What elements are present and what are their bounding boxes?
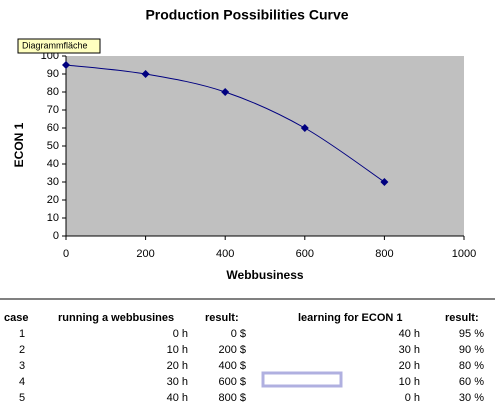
y-tick-label: 10 xyxy=(47,212,59,224)
table-header: case xyxy=(4,312,28,324)
table-cell: 3 xyxy=(19,360,25,372)
table-header: running a webbusines xyxy=(58,312,174,324)
table-cell: 800 $ xyxy=(218,392,246,404)
plot-area xyxy=(66,56,464,236)
y-tick-label: 90 xyxy=(47,68,59,80)
tooltip-box xyxy=(17,38,101,54)
table-cell: 4 xyxy=(19,376,25,388)
table-cell: 0 h xyxy=(173,328,188,340)
table-cell: 5 xyxy=(19,392,25,404)
table-cell: 30 % xyxy=(459,392,484,404)
table-header: result: xyxy=(205,312,239,324)
table-cell: 40 h xyxy=(167,392,188,404)
tooltip: Diagrammfläche xyxy=(22,40,88,50)
table-cell: 40 h xyxy=(399,328,420,340)
marker xyxy=(62,61,70,69)
y-tick-label: 60 xyxy=(47,122,59,134)
marker xyxy=(380,178,389,186)
y-tick-label: 30 xyxy=(47,176,59,188)
x-axis-label: Webbusiness xyxy=(226,268,303,282)
table-cell: 0 $ xyxy=(231,328,246,340)
x-tick-label: 600 xyxy=(296,248,314,260)
table-cell: 10 h xyxy=(399,376,420,388)
chart-title: Production Possibilities Curve xyxy=(145,7,348,23)
table-cell: 200 $ xyxy=(218,344,246,356)
table-header: learning for ECON 1 xyxy=(298,312,403,324)
table-header: result: xyxy=(445,312,479,324)
x-tick-label: 0 xyxy=(63,248,69,260)
table-cell: 1 xyxy=(19,328,25,340)
y-tick-label: 0 xyxy=(53,230,59,242)
table-cell: 90 % xyxy=(459,344,484,356)
marker xyxy=(141,70,150,78)
table-cell: 80 % xyxy=(459,360,484,372)
table-cell: 0 h xyxy=(405,392,420,404)
table-cell: 30 h xyxy=(167,376,188,388)
marker xyxy=(221,88,230,96)
y-tick-label: 80 xyxy=(47,86,59,98)
table-cell: 2 xyxy=(19,344,25,356)
y-tick-label: 50 xyxy=(47,140,59,152)
table-cell: 95 % xyxy=(459,328,484,340)
table-cell: 10 h xyxy=(167,344,188,356)
y-tick-label: 70 xyxy=(47,104,59,116)
table-cell: 400 $ xyxy=(218,360,246,372)
x-tick-label: 800 xyxy=(375,248,393,260)
x-tick-label: 1000 xyxy=(452,248,476,260)
table-cell: 20 h xyxy=(399,360,420,372)
x-tick-label: 200 xyxy=(136,248,154,260)
cell-selection[interactable] xyxy=(261,371,343,388)
y-tick-label: 40 xyxy=(47,158,59,170)
x-tick-label: 400 xyxy=(216,248,234,260)
y-tick-label: 20 xyxy=(47,194,59,206)
y-axis-label: ECON 1 xyxy=(12,122,26,167)
table-cell: 60 % xyxy=(459,376,484,388)
table-cell: 30 h xyxy=(399,344,420,356)
table-cell: 600 $ xyxy=(218,376,246,388)
table-cell: 20 h xyxy=(167,360,188,372)
marker xyxy=(300,124,309,132)
